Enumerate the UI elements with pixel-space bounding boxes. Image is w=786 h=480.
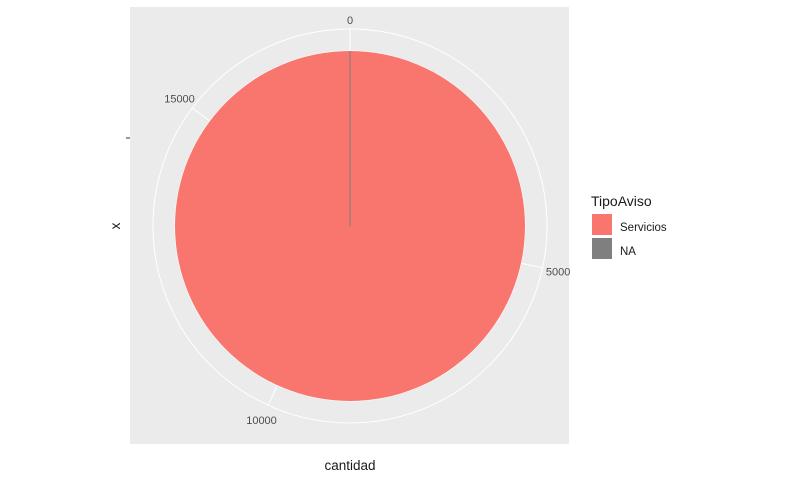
tick-label-15000: 15000: [164, 93, 195, 105]
pie-slices: [175, 51, 525, 401]
x-axis-title: cantidad: [324, 458, 375, 473]
angle-tick-labels: 0 5000 10000 15000: [164, 15, 570, 427]
legend-key-na: [592, 238, 612, 259]
grid-spoke-10000: [267, 384, 278, 406]
legend-label-na: NA: [620, 246, 636, 258]
grid-spoke-5000: [520, 262, 543, 269]
grid-spoke-15000: [191, 107, 211, 122]
tick-label-5000: 5000: [546, 266, 570, 278]
y-axis-title: x: [108, 222, 123, 229]
tick-label-0: 0: [347, 15, 353, 27]
legend: TipoAviso Servicios NA: [591, 193, 667, 259]
legend-label-servicios: Servicios: [620, 222, 667, 234]
legend-key-servicios: [592, 214, 612, 235]
tick-label-10000: 10000: [246, 415, 277, 427]
legend-title: TipoAviso: [591, 193, 652, 209]
